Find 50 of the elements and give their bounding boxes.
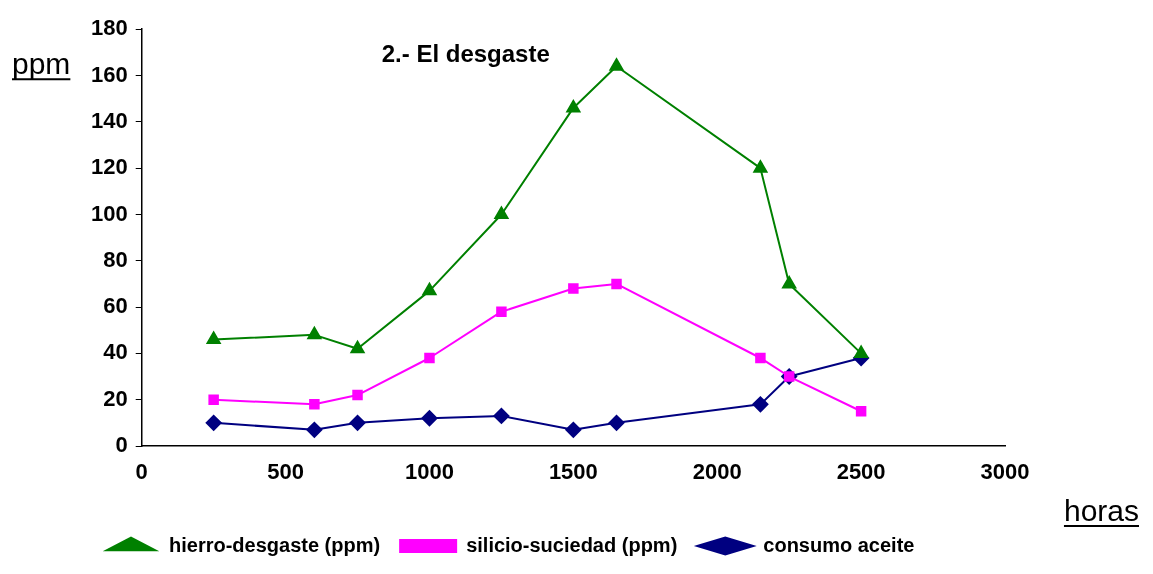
x-tick-label: 500 [267,459,304,485]
x-tick-label: 2500 [836,459,886,485]
x-tick-label: 1500 [548,459,598,485]
point [753,160,768,173]
point [855,406,867,417]
point [854,345,869,358]
x-axis-title: horas [1063,494,1139,527]
x-tick-label: 2000 [692,459,742,485]
point [611,278,622,290]
legend-label: silicio-suciedad (ppm) [466,533,678,556]
y-tick-label: 140 [90,107,128,133]
y-tick-label: 0 [115,432,128,458]
x-tick-label: 3000 [980,459,1030,485]
y-tick-label: 40 [103,339,128,365]
y-tick-label: 100 [90,200,128,226]
point [422,282,437,296]
point [350,340,365,354]
point [496,306,507,317]
point [421,410,438,427]
point [307,326,322,340]
point [424,352,435,364]
point [493,407,510,424]
x-tick-label: 0 [135,459,148,485]
point [782,275,797,289]
point [208,394,219,405]
point [752,396,769,413]
point [566,99,581,113]
point [205,414,222,431]
y-tick-label: 120 [90,154,128,180]
point [352,389,363,401]
y-tick-label: 160 [90,61,128,87]
y-tick-label: 80 [103,246,128,272]
point [609,58,624,71]
point [306,421,323,438]
y-axis-title: ppm [12,47,71,81]
point [755,352,766,364]
point [349,414,366,431]
point [565,421,582,438]
y-tick-label: 20 [103,385,128,411]
x-tick-label: 1000 [404,459,454,485]
y-tick-label: 180 [90,15,128,41]
point [608,414,625,431]
legend-label: hierro-desgaste (ppm) [169,533,381,556]
point [568,283,579,294]
point [206,331,221,344]
point [309,399,320,410]
point [494,206,509,219]
chart-title: 2.- El desgaste [381,39,550,67]
y-tick-label: 60 [103,293,128,319]
legend-label: consumo aceite [763,533,915,556]
